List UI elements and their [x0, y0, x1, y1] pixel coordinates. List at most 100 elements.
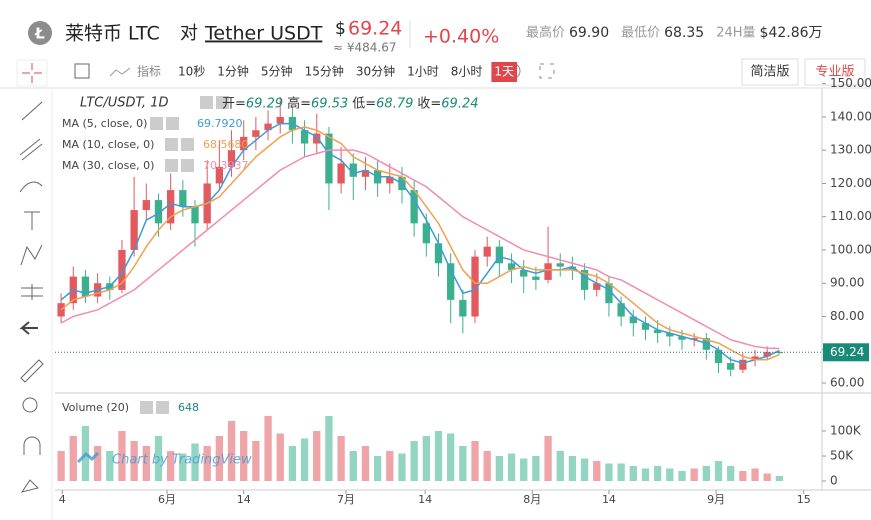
candle-body	[714, 349, 723, 364]
legend-button[interactable]	[150, 117, 163, 130]
volume-bar	[69, 436, 77, 481]
volume-bar	[167, 451, 175, 481]
interval-button[interactable]: 30分钟	[356, 64, 395, 79]
interval-button[interactable]: 5分钟	[261, 64, 293, 79]
legend-button[interactable]	[140, 401, 153, 414]
ma-legend-name: MA (5, close, 0)	[62, 117, 147, 130]
interval-button[interactable]: 1分钟	[217, 64, 249, 79]
view-button-label[interactable]: 简洁版	[750, 64, 789, 80]
stats: 最高价 69.90 最低价 68.35 24H量 $42.86万	[526, 25, 823, 42]
legend-button[interactable]	[166, 117, 179, 130]
legend-button[interactable]	[216, 96, 229, 109]
fullscreen-icon[interactable]	[539, 63, 555, 79]
legend-button[interactable]	[165, 138, 178, 151]
candle-body	[471, 256, 479, 317]
candle-body	[727, 363, 735, 370]
watermark-logo	[76, 451, 100, 464]
volume-bar	[130, 441, 138, 481]
indicator-button[interactable]: 指标	[137, 64, 161, 79]
volume-bar	[483, 451, 491, 481]
volume-bar	[653, 466, 662, 481]
y-tick-label: 100K	[830, 424, 862, 438]
candle-body	[276, 116, 284, 124]
volume-bar	[288, 446, 297, 481]
volume-bar	[227, 421, 236, 481]
volume-bar	[556, 451, 564, 481]
tool-lock[interactable]	[20, 479, 39, 493]
y-tick-label: 100.00	[830, 242, 871, 256]
volume-bar	[349, 451, 357, 481]
candle-body	[215, 166, 224, 184]
candle-body	[325, 133, 333, 184]
volume-bar	[617, 463, 625, 481]
legend: LTC/USDT, 1D 开= 69.29 高= 69.53 低= 68.79 收= 69.24…	[62, 96, 479, 414]
volume-bar	[300, 438, 309, 481]
tool-ruler[interactable]	[20, 359, 44, 383]
legend-button[interactable]	[156, 401, 169, 414]
volume-bar	[191, 443, 199, 481]
view-button[interactable]	[804, 58, 866, 86]
x-tick-label: 14	[237, 493, 251, 506]
tool-fib[interactable]	[21, 284, 43, 300]
volume-bar	[702, 466, 710, 481]
candle-body	[459, 299, 467, 317]
legend-button[interactable]	[181, 138, 194, 151]
x-tick-label: 14	[418, 493, 432, 506]
crosshair-icon[interactable]	[22, 63, 42, 83]
interval-button[interactable]: 15分钟	[305, 64, 344, 79]
volume-bar	[580, 458, 589, 481]
ma-legend-name: MA (10, close, 0)	[62, 138, 154, 151]
candle-body	[313, 133, 321, 144]
tool-brush[interactable]	[19, 181, 43, 193]
legend-button[interactable]	[200, 96, 213, 109]
plot: 60.0070.0080.0090.00100.00110.00120.0013…	[55, 76, 871, 506]
volume-legend-value: 648	[178, 401, 199, 414]
legend-button[interactable]	[165, 159, 178, 172]
interval-button[interactable]: 10秒	[178, 65, 205, 79]
volume-bar	[544, 436, 552, 481]
volume-bar	[118, 431, 126, 481]
candle-body	[447, 263, 455, 300]
candle-body	[483, 246, 491, 257]
tool-back[interactable]	[19, 321, 38, 335]
coin-logo-glyph: Ł	[34, 25, 45, 43]
interval-active	[491, 62, 518, 82]
volume-bar	[593, 461, 601, 481]
view-button[interactable]	[741, 58, 799, 86]
candle-body	[410, 190, 418, 224]
toolbar: 指标 10秒 1分钟 5分钟 15分钟 30分钟 1小时 8小时 1天 简洁版 专业版	[74, 58, 866, 86]
tool-pattern[interactable]	[20, 244, 43, 266]
legend-button[interactable]	[181, 159, 194, 172]
candle-body	[495, 246, 504, 264]
tool-text[interactable]	[24, 211, 40, 230]
candle-body	[568, 266, 577, 270]
volume-bar	[410, 441, 418, 481]
interval-button[interactable]: 1天	[494, 65, 514, 79]
volume-bar	[264, 416, 272, 481]
volume-legend-name: Volume (20)	[62, 401, 129, 414]
x-tick-label: 6月	[158, 493, 176, 506]
candle-body	[81, 276, 90, 297]
tool-channel[interactable]	[19, 138, 43, 161]
volume-bar	[568, 456, 577, 481]
y-tick-label: 50K	[830, 449, 854, 463]
interval-button[interactable]: 8小时	[451, 65, 483, 79]
view-button-label[interactable]: 专业版	[815, 65, 854, 80]
quote-name[interactable]: Tether USDT	[204, 23, 323, 45]
candle-body	[763, 352, 771, 357]
ma-legend-value: 70.3937	[203, 159, 249, 172]
tool-line[interactable]	[21, 101, 43, 121]
interval-button[interactable]: 1小时	[407, 65, 439, 79]
tool-zoom[interactable]	[22, 397, 38, 413]
tool-magnet[interactable]	[23, 436, 41, 455]
candle-body	[422, 223, 430, 244]
candle-body	[751, 356, 759, 360]
candle-body	[167, 190, 175, 224]
candle-body	[593, 283, 601, 290]
line-icon[interactable]	[109, 67, 131, 77]
ohlc-label: 开=	[222, 97, 246, 112]
candle-icon[interactable]	[74, 63, 90, 79]
volume-bar	[459, 446, 467, 481]
volume-bar	[398, 453, 406, 481]
currency: $	[335, 19, 346, 39]
